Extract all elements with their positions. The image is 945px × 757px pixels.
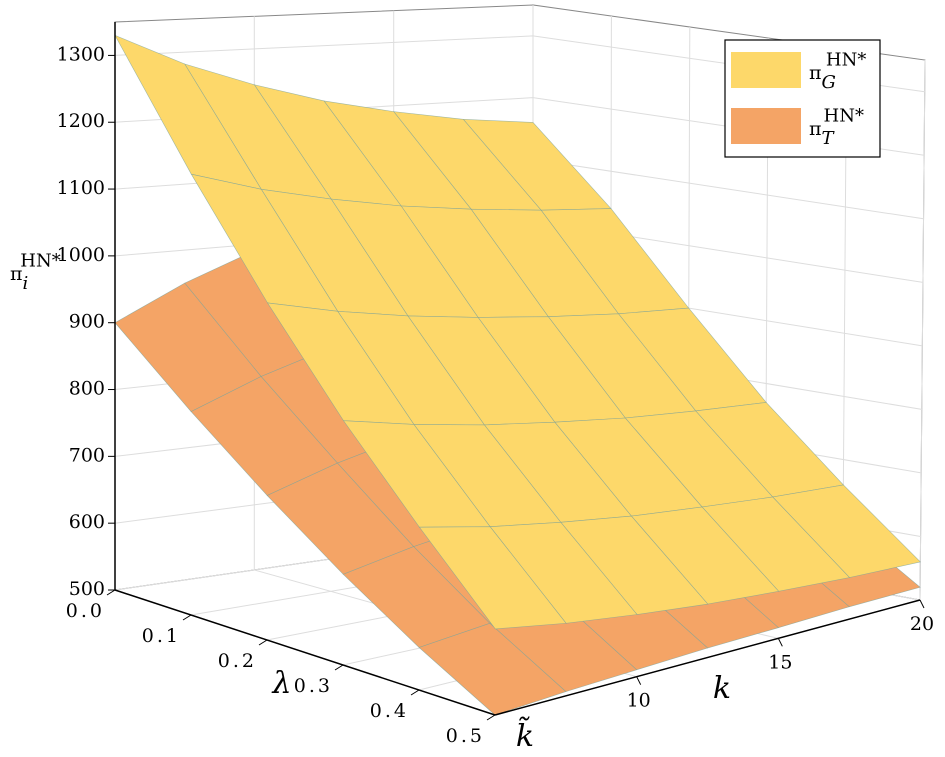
y-axis-label: k: [713, 671, 731, 706]
y-tick-label: 20: [910, 613, 934, 635]
legend-label-sup: HN*: [826, 50, 866, 71]
surface-patch: [418, 622, 567, 716]
legend-label: πGHN*: [809, 50, 866, 94]
x-tick-label: 0.0: [66, 600, 105, 622]
y-axis: [494, 599, 921, 716]
z-axis-label-base: π: [10, 263, 23, 285]
surfaces: [114, 34, 921, 716]
legend-label-base: π: [809, 62, 822, 84]
x-tick-label: 0.3: [294, 675, 333, 697]
x-tick-label: 0.2: [218, 650, 257, 672]
z-tick-label: 900: [69, 311, 105, 333]
z-axis-label: πiHN*: [10, 251, 61, 295]
x-axis: [114, 589, 496, 716]
y-tick-label: 15: [768, 651, 792, 673]
y-tick: [919, 599, 925, 609]
y-tick: [777, 638, 783, 647]
legend-label-base: π: [809, 118, 822, 140]
z-tick-label: 1300: [57, 43, 105, 65]
z-tick-label: 800: [69, 378, 105, 400]
legend-label-sub: T: [822, 128, 836, 149]
z-tick-label: 1100: [57, 177, 105, 199]
x-tick: [334, 664, 344, 671]
z-tick-label: 700: [69, 444, 105, 466]
legend-swatch: [731, 52, 801, 88]
z-tick-label: 500: [69, 578, 105, 600]
x-tick-label: 0.5: [446, 725, 485, 747]
legend-swatch: [731, 108, 801, 144]
legend: πGHN*πTHN*: [724, 39, 881, 158]
y-tick: [636, 676, 642, 685]
x-tick-label: 0.4: [370, 700, 409, 722]
legend-label-sup: HN*: [824, 106, 864, 127]
legend-label-sub: G: [822, 72, 836, 93]
x-tick: [182, 614, 192, 621]
x-tick-label: 0.1: [142, 625, 181, 647]
x-tick: [410, 689, 420, 696]
x-tick: [106, 589, 116, 596]
x-tick: [486, 714, 496, 721]
axes: 500 600 700 800 900 1000 1100 1200 1300 0.0 0.1 0.2…: [10, 22, 934, 754]
z-tick-label: 1200: [57, 110, 105, 132]
legend-label: πTHN*: [809, 106, 864, 150]
y-tick-label: 10: [627, 690, 651, 712]
z-axis-label-sub: i: [23, 273, 29, 294]
z-tick-label: 600: [69, 511, 105, 533]
x-axis-label: λ: [271, 666, 291, 701]
z-axis-label-sup: HN*: [20, 251, 60, 272]
x-tick: [258, 639, 268, 646]
z-tick-label: 1000: [57, 244, 105, 266]
surface-patch: [418, 526, 567, 630]
annotation: k̃: [516, 716, 534, 754]
